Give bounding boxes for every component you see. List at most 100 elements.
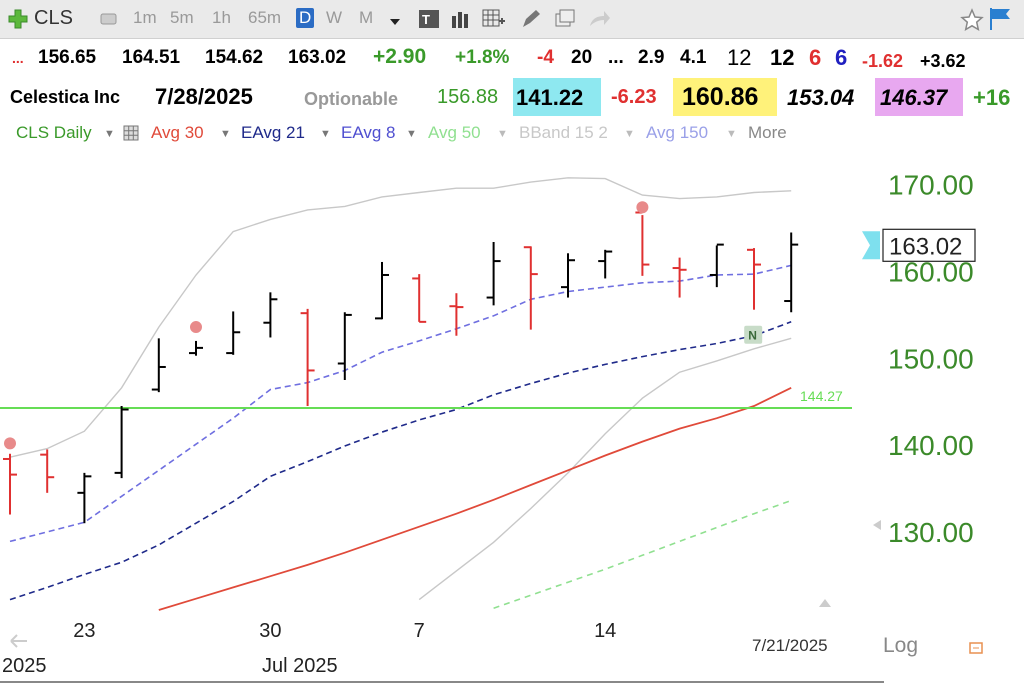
signal-n-box: [744, 325, 763, 344]
avg150-chevron-icon[interactable]: ▼: [726, 128, 737, 140]
interval-1m[interactable]: 1m: [133, 8, 157, 27]
ohlc-bar: [3, 453, 17, 515]
ohlc-bar: [784, 232, 799, 313]
chart-name[interactable]: CLS Daily: [16, 123, 92, 142]
add-symbol-icon[interactable]: [7, 8, 29, 30]
quote-row-2: Celestica Inc 7/28/2025 Optionable 156.8…: [0, 78, 1024, 118]
eavg8-chevron-icon[interactable]: ▼: [406, 128, 417, 140]
x-tick-label: 14: [594, 620, 616, 642]
back-arrow-icon[interactable]: [8, 632, 30, 650]
pencil-icon[interactable]: [520, 8, 542, 30]
price-6: 146.37: [880, 85, 948, 110]
indicator-avg30[interactable]: Avg 30: [151, 123, 204, 142]
y-tick-label: 150.00: [888, 343, 974, 374]
ohlc-bar: [337, 312, 352, 380]
interval-65m[interactable]: 65m: [248, 8, 282, 27]
eavg21-chevron-icon[interactable]: ▼: [320, 128, 331, 140]
ohlc-bars: [3, 211, 799, 524]
avg30-chevron-icon[interactable]: ▼: [220, 128, 231, 140]
value-7: 6: [809, 45, 822, 70]
company-name: Celestica Inc: [10, 87, 121, 107]
value-5: 12: [727, 45, 752, 70]
interval-1h[interactable]: 1h: [212, 8, 231, 27]
indicator-eavg8[interactable]: EAvg 8: [341, 123, 396, 142]
grid-icon[interactable]: [482, 9, 506, 29]
optionable-label: Optionable: [304, 89, 398, 109]
price-1: 156.88: [437, 86, 499, 108]
interval-m[interactable]: M: [359, 8, 374, 27]
change-value: +2.90: [373, 45, 427, 68]
ohlc-bar: [486, 242, 501, 306]
grid-toggle-icon[interactable]: [123, 125, 139, 141]
chart-name-chevron-icon[interactable]: ▼: [104, 128, 115, 140]
high-value: 164.51: [122, 47, 181, 68]
last-price-arrow: [862, 231, 880, 260]
value-2: 20: [571, 47, 593, 68]
x-tick-label: 30: [259, 620, 281, 642]
ohlc-bar: [747, 248, 761, 310]
scroll-left-icon[interactable]: [872, 518, 882, 530]
value-6: 12: [770, 45, 795, 70]
indicator-eavg21[interactable]: EAvg 21: [241, 123, 305, 142]
last-price-box: [882, 228, 976, 262]
eraser-icon[interactable]: [98, 9, 120, 29]
indicator-avg50[interactable]: Avg 50: [428, 123, 481, 142]
settings-icon[interactable]: [968, 640, 984, 656]
text-tool-icon[interactable]: T: [418, 9, 440, 29]
chevron-down-icon[interactable]: [389, 14, 401, 25]
layers-icon[interactable]: [554, 8, 578, 30]
chart-bottom-border: [0, 681, 884, 683]
change-pct-value: +1.8%: [455, 47, 510, 68]
star-icon[interactable]: [960, 8, 984, 32]
symbol-label[interactable]: CLS: [34, 7, 73, 29]
more-button[interactable]: More: [748, 123, 787, 142]
y-tick-label: 170.00: [888, 170, 974, 201]
quote-date: 7/28/2025: [155, 84, 253, 109]
last-price-label: 163.02: [889, 233, 962, 260]
flag-icon[interactable]: [988, 6, 1018, 32]
share-icon[interactable]: [588, 8, 612, 30]
price-6-box: [875, 78, 963, 116]
avg50-chevron-icon[interactable]: ▼: [497, 128, 508, 140]
markers: N: [4, 201, 763, 450]
ohlc-bar: [151, 338, 166, 393]
ohlc-bar: [598, 249, 613, 279]
open-value: 156.65: [38, 47, 97, 68]
value-4: 4.1: [680, 47, 707, 68]
indicator-avg150[interactable]: Avg 150: [646, 123, 709, 142]
y-axis: 130.00 140.00 150.00 160.00 170.00 163.02: [862, 170, 976, 548]
price-3: -6.23: [611, 86, 657, 108]
quote-row-1: ... 156.65 164.51 154.62 163.02 +2.90 +1…: [0, 42, 1024, 78]
series-line-avg-30-4: [158, 386, 792, 611]
ohlc-bar: [263, 292, 278, 338]
value-9: -1.62: [862, 51, 904, 71]
ohlc-bar: [375, 261, 389, 320]
value-3: 2.9: [638, 47, 665, 68]
price-2: 141.22: [516, 85, 584, 110]
indicator-bband[interactable]: BBand 15 2: [519, 123, 608, 142]
y-tick-label: 140.00: [888, 430, 974, 461]
series-line-bband-15-2-lower-1: [418, 337, 792, 601]
scroll-up-icon[interactable]: [818, 596, 832, 608]
price-7: +16: [973, 85, 1011, 110]
interval-d[interactable]: D: [296, 8, 315, 28]
y-tick-label: 160.00: [888, 257, 974, 288]
ohlc-bar: [709, 243, 724, 288]
series-line-eavg-21-3: [9, 321, 792, 601]
log-toggle[interactable]: Log: [883, 634, 919, 657]
bar-chart-icon[interactable]: [450, 9, 472, 29]
interval-5m[interactable]: 5m: [170, 8, 194, 27]
interval-w[interactable]: W: [326, 8, 343, 27]
signal-dot: [4, 437, 16, 450]
ohlc-bar: [672, 257, 687, 298]
series-line-bband-15-2-upper-0: [9, 177, 792, 458]
x-axis: 23 30 7 14 2025 Jul 2025: [2, 620, 616, 677]
series-line-eavg-8-2: [9, 264, 792, 543]
close-value: 163.02: [288, 47, 347, 68]
horizontal-level-label: 144.27: [800, 388, 843, 404]
cursor-date-label: 7/21/2025: [752, 636, 828, 655]
signal-dot: [190, 321, 202, 334]
bband-chevron-icon[interactable]: ▼: [624, 128, 635, 140]
ohlc-bar: [40, 449, 55, 493]
series-line-avg-50-5: [493, 499, 792, 610]
